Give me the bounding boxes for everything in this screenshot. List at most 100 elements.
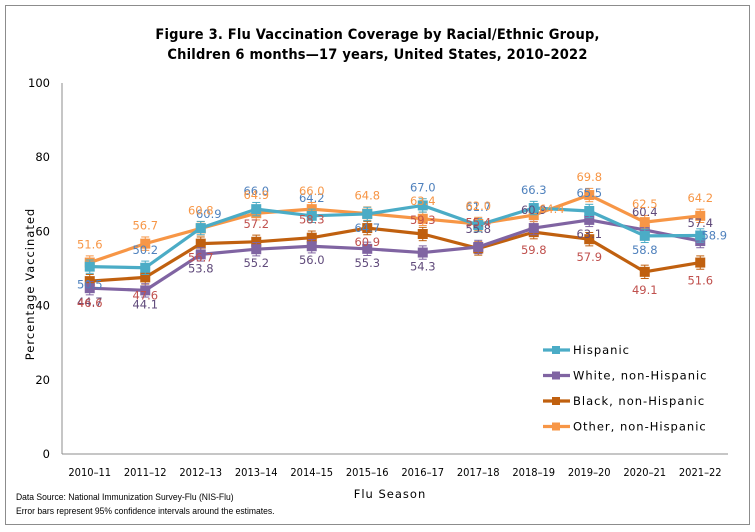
data-point [584, 190, 595, 201]
data-label: 66.0 [299, 184, 325, 198]
data-point [417, 247, 428, 258]
data-label: 55.4 [465, 215, 491, 229]
data-point [528, 203, 539, 214]
footnote-source: Data Source: National Immunization Surve… [16, 492, 234, 503]
data-label: 62.5 [632, 197, 658, 211]
y-tick-label: 100 [28, 76, 50, 90]
footnote-error-bars: Error bars represent 95% confidence inte… [16, 506, 275, 517]
data-label: 58.9 [701, 228, 727, 242]
data-label: 55.8 [465, 222, 491, 236]
x-tick-label: 2017–18 [457, 466, 500, 479]
legend-swatch-marker [552, 397, 560, 405]
data-point [84, 283, 95, 294]
data-label: 60.4 [632, 205, 658, 219]
data-label: 61.7 [465, 200, 491, 214]
data-point [584, 214, 595, 225]
y-tick-label: 80 [35, 150, 50, 164]
x-tick-label: 2011–12 [124, 466, 167, 479]
x-tick-label: 2021–22 [679, 466, 722, 479]
x-tick-label: 2014–15 [290, 466, 333, 479]
x-tick-label: 2010–11 [68, 466, 111, 479]
legend-swatch-marker [552, 371, 560, 380]
data-label: 55.3 [354, 256, 380, 270]
data-label: 44.1 [132, 297, 158, 311]
data-point [195, 238, 206, 249]
x-tick-label: 2016–17 [401, 466, 444, 479]
data-label: 58.8 [632, 243, 658, 257]
data-label: 55.2 [243, 256, 269, 270]
data-label: 49.1 [632, 283, 658, 297]
data-label: 59.8 [521, 243, 547, 257]
data-label: 60.8 [188, 203, 214, 217]
data-label: 66.3 [521, 183, 547, 197]
x-tick-label: 2020–21 [623, 466, 666, 479]
data-label: 54.3 [410, 260, 436, 274]
data-label: 64.8 [354, 189, 380, 203]
data-point [473, 241, 484, 252]
series-line-1 [89, 218, 701, 292]
data-point [584, 205, 595, 216]
data-label: 60.9 [521, 203, 547, 217]
series-line-2 [89, 226, 701, 283]
data-point [362, 243, 373, 254]
data-point [195, 249, 206, 260]
data-label: 64.7 [354, 221, 380, 235]
data-label: 67.0 [410, 180, 436, 194]
data-label: 53.8 [188, 261, 214, 275]
data-point [140, 238, 151, 249]
chart-title: Figure 3. Flu Vaccination Coverage by Ra… [155, 27, 600, 43]
data-point [362, 223, 373, 234]
data-point [695, 210, 706, 221]
data-label: 57.2 [243, 217, 269, 231]
data-label: 59.3 [410, 213, 436, 227]
data-label: 64.4 [539, 202, 565, 216]
data-label: 62.0 [465, 199, 491, 213]
y-tick-label: 40 [35, 299, 50, 313]
x-tick-label: 2012–13 [179, 466, 222, 479]
data-label: 60.9 [196, 207, 222, 221]
series-line-0 [89, 203, 701, 270]
data-label: 56.7 [188, 251, 214, 265]
data-label: 58.3 [299, 213, 325, 227]
data-point [306, 210, 317, 221]
data-point [251, 244, 262, 255]
data-label: 51.6 [77, 238, 103, 252]
data-label: 56.0 [299, 253, 325, 267]
data-label: 60.9 [354, 235, 380, 249]
y-tick-label: 20 [35, 373, 50, 387]
data-point [362, 208, 373, 219]
data-point [417, 213, 428, 224]
legend-swatch-marker [552, 346, 560, 354]
data-point [639, 217, 650, 228]
data-label: 64.9 [243, 188, 269, 202]
data-label: 57.9 [576, 250, 602, 264]
chart-subtitle: Children 6 months—17 years, United State… [167, 47, 588, 63]
x-tick-label: 2018–19 [512, 466, 555, 479]
data-point [417, 200, 428, 211]
legend-label: Black, non-Hispanic [573, 394, 705, 408]
data-label: 57.4 [687, 216, 713, 230]
x-tick-label: 2015–16 [346, 466, 389, 479]
legend-label: Other, non-Hispanic [573, 420, 707, 434]
data-point [140, 285, 151, 296]
data-point [695, 230, 706, 241]
data-point [251, 204, 262, 215]
data-point [195, 223, 206, 234]
x-tick-label: 2019–20 [568, 466, 611, 479]
data-label: 50.2 [132, 243, 158, 257]
legend-label: Hispanic [573, 343, 630, 357]
data-label: 64.2 [687, 191, 713, 205]
data-label: 46.6 [77, 296, 103, 310]
data-point [639, 230, 650, 241]
series-line-3 [89, 193, 701, 265]
data-label: 63.4 [410, 194, 436, 208]
data-point [140, 272, 151, 283]
x-axis-title: Flu Season [354, 487, 427, 501]
data-label: 44.7 [77, 295, 103, 309]
y-tick-label: 60 [35, 224, 50, 238]
chart-frame [5, 5, 750, 525]
x-tick-label: 2013–14 [235, 466, 278, 479]
data-label: 47.6 [132, 288, 158, 302]
data-point [695, 257, 706, 268]
data-point [417, 228, 428, 239]
